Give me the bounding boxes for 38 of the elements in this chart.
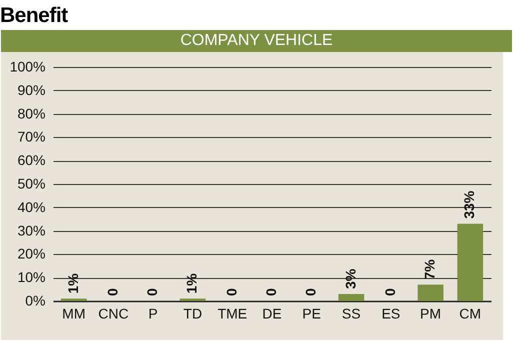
x-tick-label: TME bbox=[218, 306, 248, 322]
y-tick-label: 70% bbox=[17, 128, 46, 145]
x-tick-label: CM bbox=[459, 306, 482, 322]
data-label: 1% bbox=[64, 272, 81, 294]
x-tick-label: DE bbox=[262, 306, 282, 322]
y-tick-label: 90% bbox=[17, 82, 46, 98]
x-tick-label: PE bbox=[302, 306, 321, 322]
y-tick-label: 40% bbox=[17, 198, 46, 215]
data-label: 0 bbox=[302, 288, 319, 296]
y-tick-label: 30% bbox=[17, 222, 46, 238]
y-tick-label: 10% bbox=[17, 269, 46, 286]
data-label: 0 bbox=[263, 288, 279, 296]
chart-title: Benefit bbox=[0, 3, 69, 29]
y-tick-label: 100% bbox=[10, 58, 46, 74]
data-label: 0 bbox=[223, 288, 240, 296]
data-label: 7% bbox=[422, 258, 438, 280]
data-label: 0 bbox=[104, 288, 120, 296]
y-tick-label: 20% bbox=[17, 246, 46, 262]
x-tick-label: P bbox=[148, 306, 158, 322]
bar bbox=[338, 294, 364, 301]
data-label: 0 bbox=[144, 288, 160, 296]
bar bbox=[418, 284, 444, 301]
y-tick-label: 60% bbox=[17, 152, 46, 168]
chart-subtitle: COMPANY VEHICLE bbox=[1, 30, 512, 52]
data-label: 33% bbox=[461, 190, 478, 219]
x-tick-label: ES bbox=[382, 306, 400, 322]
y-tick-label: 80% bbox=[17, 105, 46, 122]
x-tick-label: TD bbox=[183, 306, 202, 322]
data-label: 3% bbox=[342, 268, 358, 289]
data-label: 0 bbox=[382, 288, 398, 296]
bar bbox=[457, 224, 484, 301]
x-tick-label: SS bbox=[342, 306, 361, 322]
data-label: 1% bbox=[184, 272, 200, 294]
x-tick-label: CNC bbox=[98, 306, 129, 322]
y-tick-label: 0% bbox=[25, 292, 46, 308]
y-tick-label: 50% bbox=[17, 176, 46, 192]
x-tick-label: MM bbox=[62, 306, 86, 322]
x-tick-label: PM bbox=[420, 306, 442, 322]
